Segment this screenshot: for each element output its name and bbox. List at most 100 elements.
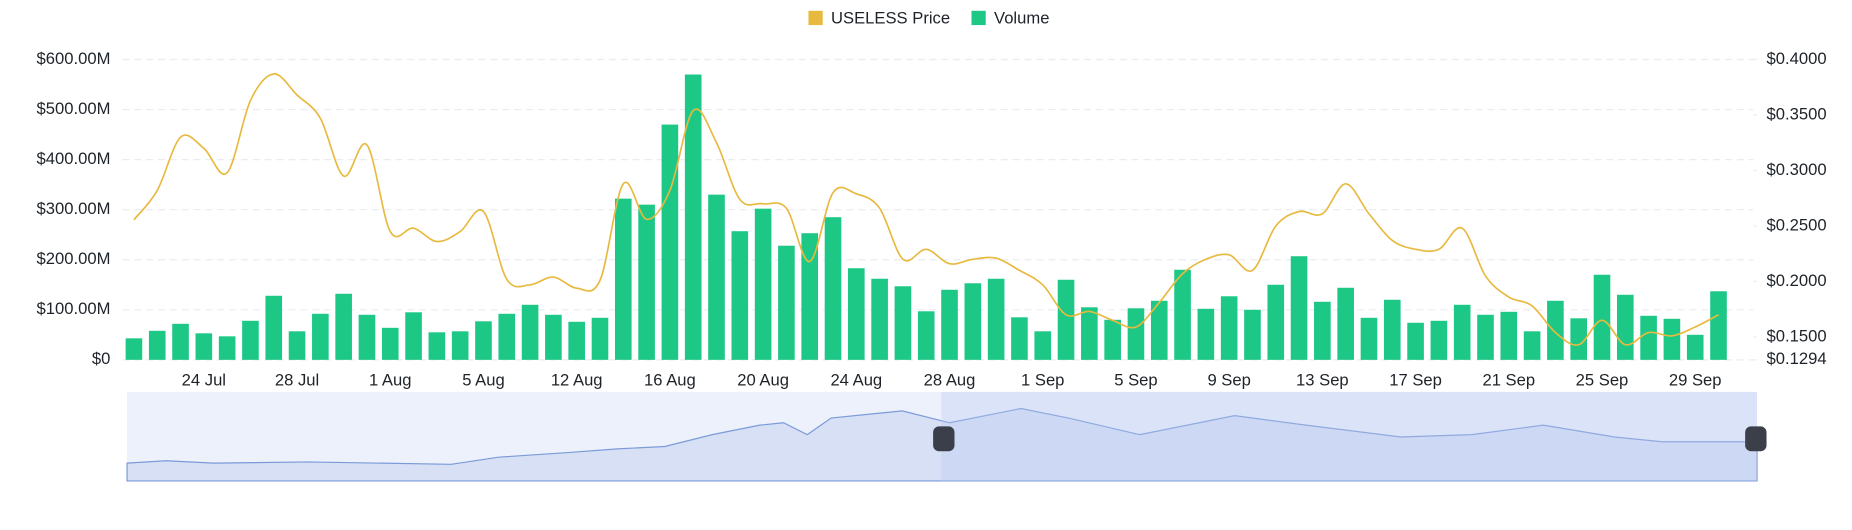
x-tick-label: 1 Sep (1021, 371, 1064, 390)
bar (1663, 318, 1681, 360)
x-tick-label: 17 Sep (1389, 371, 1442, 390)
bar (451, 331, 469, 360)
x-tick-label: 28 Jul (275, 371, 319, 390)
bar (1011, 317, 1028, 360)
legend-label: Volume (994, 9, 1049, 28)
bar (1640, 315, 1657, 360)
bar (964, 283, 982, 360)
bar (1127, 308, 1145, 360)
x-tick-label: 20 Aug (737, 371, 789, 390)
y2-tick-label: $0.3000 (1767, 160, 1827, 179)
bar (638, 204, 655, 360)
bar (661, 124, 679, 360)
bar (1570, 318, 1588, 360)
x-tick-label: 24 Jul (182, 371, 226, 390)
bar (498, 313, 516, 360)
bar (1314, 301, 1331, 360)
bar (125, 338, 143, 360)
bar (475, 321, 492, 360)
bar (1686, 334, 1704, 360)
bar (381, 327, 399, 360)
bar (684, 74, 702, 360)
bar (1174, 269, 1191, 360)
bar (1104, 319, 1121, 360)
y-tick-label: $300.00M (37, 199, 111, 218)
legend-swatch (971, 10, 986, 26)
x-tick-label: 13 Sep (1296, 371, 1349, 390)
bar (941, 289, 958, 360)
bar (824, 217, 842, 360)
bar (312, 313, 329, 360)
x-tick-label: 29 Sep (1669, 371, 1722, 390)
bar (545, 314, 562, 360)
bar (1477, 314, 1494, 360)
bar (708, 194, 725, 360)
bar (1710, 291, 1727, 360)
y2-tick-label: $0.2500 (1767, 215, 1827, 234)
zoom-slider[interactable] (126, 391, 1767, 482)
x-tick-label: 12 Aug (551, 371, 603, 390)
bar (1081, 307, 1098, 360)
y2-tick-label: $0.1500 (1767, 326, 1827, 345)
y-tick-label: $0 (92, 349, 110, 368)
bar (1547, 300, 1564, 360)
x-tick-label: 5 Sep (1114, 371, 1157, 390)
bar (1360, 317, 1378, 360)
bar (568, 321, 585, 360)
x-tick-label: 1 Aug (369, 371, 412, 390)
bar (1337, 287, 1354, 360)
bar (172, 323, 189, 360)
legend-item[interactable]: USELESS Price (808, 9, 950, 28)
slider-selection[interactable] (941, 391, 1758, 481)
y-tick-label: $200.00M (37, 249, 111, 268)
bar (1290, 256, 1308, 360)
slider-handle[interactable] (933, 426, 955, 452)
bar (1593, 274, 1611, 360)
bar (1220, 296, 1238, 360)
bar (1407, 322, 1424, 360)
bar (754, 208, 772, 360)
x-tick-label: 21 Sep (1482, 371, 1535, 390)
x-tick-label: 25 Sep (1576, 371, 1629, 390)
bar (1267, 284, 1285, 360)
y2-tick-label: $0.2000 (1767, 271, 1827, 290)
bar (1150, 300, 1168, 360)
bar (405, 312, 422, 360)
bar (335, 293, 352, 360)
y-tick-label: $100.00M (37, 299, 111, 318)
bar (1523, 331, 1541, 360)
bar (871, 278, 888, 360)
bar (917, 311, 935, 360)
bar (148, 330, 166, 360)
bar (987, 278, 1005, 360)
bar (1034, 331, 1052, 360)
bar (195, 333, 213, 360)
bar (428, 332, 446, 360)
bar (1430, 320, 1448, 360)
bar (614, 198, 632, 360)
bar (778, 245, 795, 360)
bar (1616, 294, 1634, 360)
legend-item[interactable]: Volume (971, 9, 1049, 28)
legend-swatch (808, 10, 823, 26)
legend-label: USELESS Price (831, 9, 950, 28)
y-tick-label: $600.00M (37, 49, 111, 68)
bar (521, 304, 539, 360)
y2-tick-label: $0.4000 (1767, 49, 1827, 68)
x-tick-label: 5 Aug (462, 371, 505, 390)
y2-tick-label: $0.3500 (1767, 104, 1827, 123)
bar (894, 286, 912, 360)
bar (358, 314, 376, 360)
bar (801, 233, 819, 360)
slider-handle[interactable] (1745, 426, 1767, 452)
y-tick-label: $500.00M (37, 99, 111, 118)
bar (1453, 304, 1471, 360)
bar (1500, 311, 1518, 360)
x-tick-label: 28 Aug (924, 371, 976, 390)
bar (218, 336, 236, 360)
bar (265, 295, 283, 360)
bar (731, 231, 749, 360)
bar (1383, 299, 1401, 360)
bar (591, 317, 609, 360)
